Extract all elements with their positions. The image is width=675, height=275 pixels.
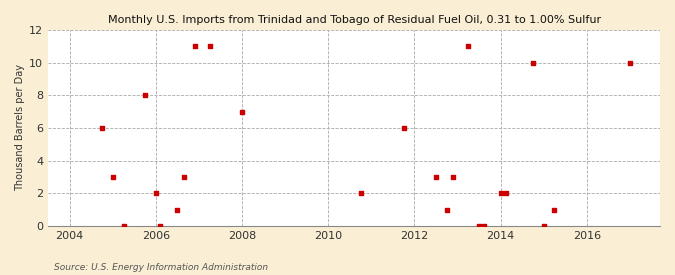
Point	[431, 175, 441, 179]
Point	[140, 93, 151, 97]
Point	[97, 126, 107, 130]
Point	[538, 224, 549, 228]
Point	[205, 44, 215, 48]
Point	[355, 191, 366, 196]
Point	[549, 207, 560, 212]
Point	[398, 126, 409, 130]
Point	[527, 60, 538, 65]
Point	[474, 224, 485, 228]
Point	[500, 191, 511, 196]
Text: Source: U.S. Energy Information Administration: Source: U.S. Energy Information Administ…	[54, 263, 268, 272]
Point	[118, 224, 129, 228]
Title: Monthly U.S. Imports from Trinidad and Tobago of Residual Fuel Oil, 0.31 to 1.00: Monthly U.S. Imports from Trinidad and T…	[107, 15, 601, 25]
Point	[479, 224, 489, 228]
Point	[463, 44, 474, 48]
Point	[624, 60, 635, 65]
Point	[155, 224, 165, 228]
Point	[189, 44, 200, 48]
Point	[178, 175, 189, 179]
Y-axis label: Thousand Barrels per Day: Thousand Barrels per Day	[15, 64, 25, 191]
Point	[237, 109, 248, 114]
Point	[448, 175, 458, 179]
Point	[107, 175, 118, 179]
Point	[172, 207, 183, 212]
Point	[441, 207, 452, 212]
Point	[151, 191, 161, 196]
Point	[495, 191, 506, 196]
